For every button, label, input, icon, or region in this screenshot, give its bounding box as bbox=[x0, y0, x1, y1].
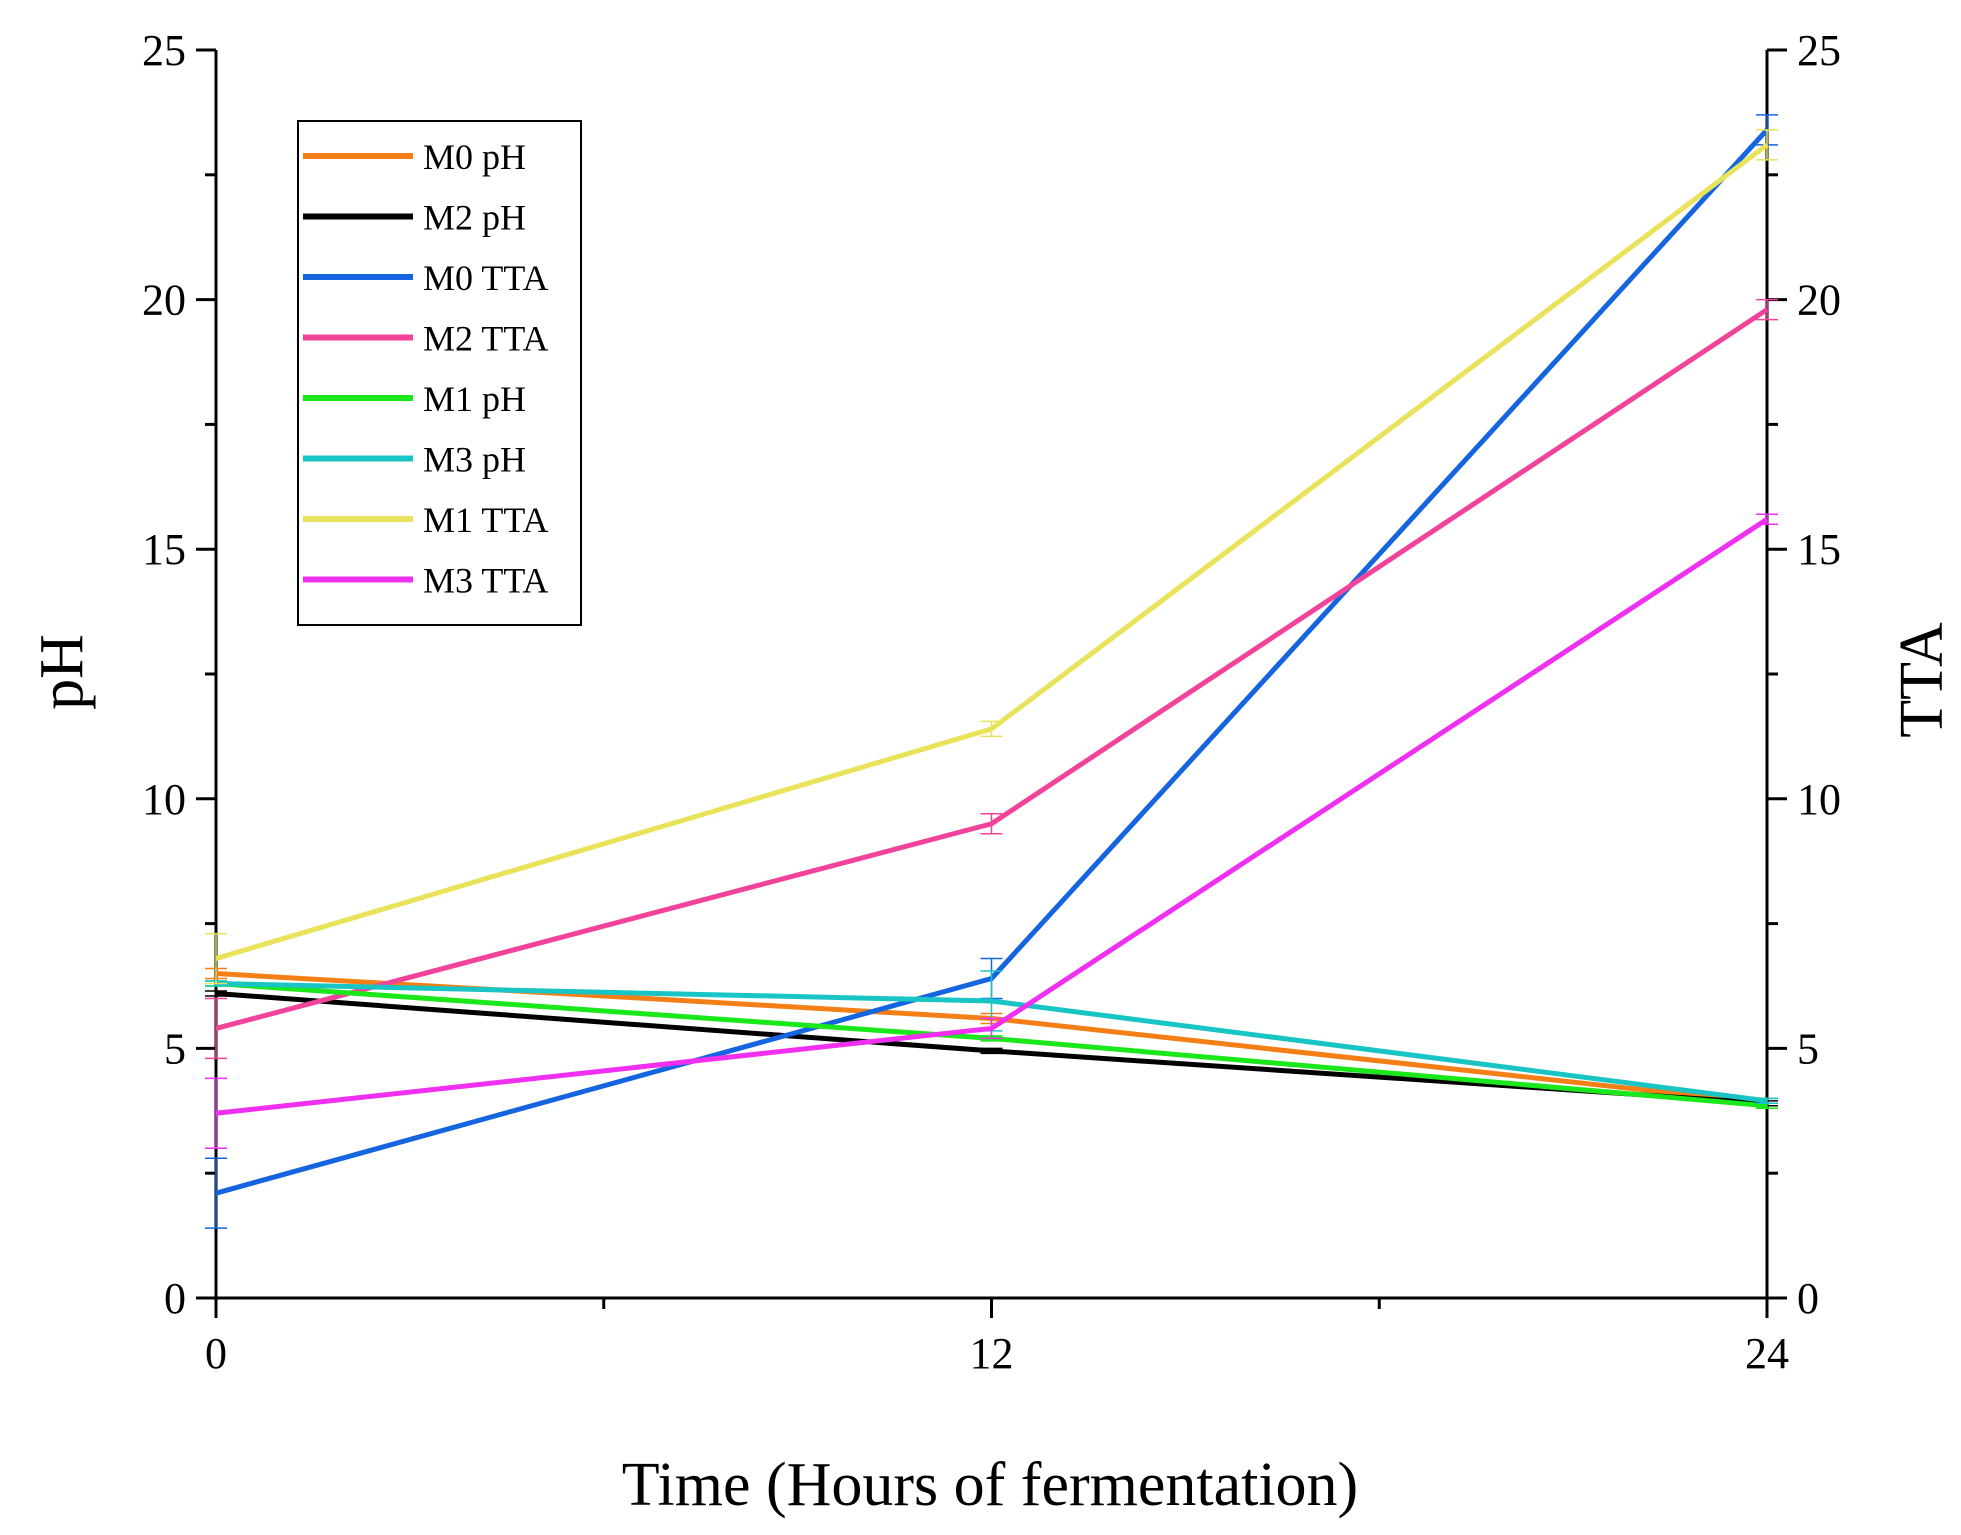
legend-label: M0 TTA bbox=[423, 258, 548, 298]
legend-item-m2-ph: M2 pH bbox=[303, 198, 526, 238]
legend-label: M1 pH bbox=[423, 379, 526, 419]
legend-item-m0-tta: M0 TTA bbox=[303, 258, 548, 298]
x-axis-title: Time (Hours of fermentation) bbox=[622, 1451, 1358, 1519]
y-tick-label: 15 bbox=[142, 525, 186, 574]
legend-label: M3 pH bbox=[423, 440, 526, 480]
y-tick-label: 5 bbox=[164, 1024, 186, 1073]
series-m3-tta bbox=[205, 513, 1778, 1149]
series-m2-tta bbox=[205, 298, 1778, 1060]
y-tick-label: 25 bbox=[142, 26, 186, 75]
x-tick-label: 12 bbox=[970, 1329, 1014, 1378]
legend-label: M3 TTA bbox=[423, 561, 548, 601]
x-tick-label: 0 bbox=[205, 1329, 227, 1378]
legend-item-m0-ph: M0 pH bbox=[303, 137, 526, 177]
y2-tick-label: 5 bbox=[1797, 1024, 1819, 1073]
legend-item-m3-ph: M3 pH bbox=[303, 440, 526, 480]
legend-label: M2 pH bbox=[423, 198, 526, 238]
y-axis-title: pH bbox=[28, 634, 96, 710]
y2-tick-label: 15 bbox=[1797, 525, 1841, 574]
y-tick-label: 10 bbox=[142, 775, 186, 824]
legend: M0 pH M2 pH M0 TTA M2 TTA M1 pH M3 pH M1 TTA M3… bbox=[297, 120, 582, 626]
y-tick-label: 20 bbox=[142, 276, 186, 325]
y2-tick-label: 0 bbox=[1797, 1274, 1819, 1323]
y2-tick-label: 25 bbox=[1797, 26, 1841, 75]
y2-tick-label: 10 bbox=[1797, 775, 1841, 824]
legend-item-m1-ph: M1 pH bbox=[303, 379, 526, 419]
series-layer bbox=[205, 114, 1778, 1229]
legend-box bbox=[297, 120, 582, 626]
legend-item-m2-tta: M2 TTA bbox=[303, 319, 548, 359]
legend-label: M1 TTA bbox=[423, 500, 548, 540]
legend-item-m1-tta: M1 TTA bbox=[303, 500, 548, 540]
legend-item-m3-tta: M3 TTA bbox=[303, 561, 548, 601]
y2-tick-label: 20 bbox=[1797, 276, 1841, 325]
legend-label: M0 pH bbox=[423, 137, 526, 177]
axes: 0 5 10 15 20 25 0 5 10 15 20 25 0 12 24 bbox=[142, 26, 1841, 1378]
series-m1-tta bbox=[205, 129, 1778, 985]
y-tick-label: 0 bbox=[164, 1274, 186, 1323]
legend-label: M2 TTA bbox=[423, 319, 548, 359]
y2-axis-title: TTA bbox=[1888, 622, 1956, 738]
x-tick-label: 24 bbox=[1745, 1329, 1789, 1378]
